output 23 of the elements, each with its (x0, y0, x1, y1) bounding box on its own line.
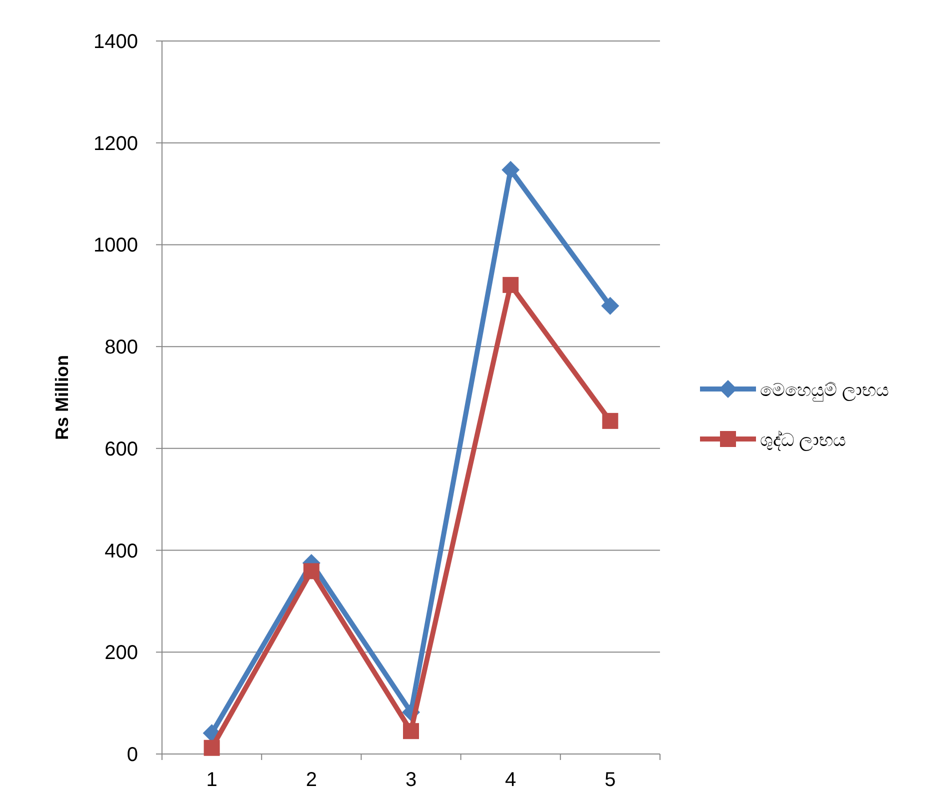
point (502, 160, 520, 179)
y-tick-label: 0 (126, 744, 138, 766)
y-tick-label: 1000 (94, 234, 138, 257)
x-tick-label: 2 (306, 769, 317, 791)
y-tick-label: 400 (104, 540, 138, 562)
x-tick-label: 3 (405, 769, 417, 791)
y-tick-label: 800 (104, 336, 138, 359)
point (204, 740, 220, 756)
x-tick-label: 4 (505, 769, 516, 791)
x-tick-label: 5 (604, 769, 616, 791)
y-tick-label: 1400 (94, 31, 138, 53)
point (403, 723, 419, 740)
legend-label: මෙහෙයුම් ලාභය (760, 380, 890, 401)
point (601, 296, 620, 315)
legend-label: ශුද්ධ ලාභය (760, 430, 846, 451)
x-tick-label: 1 (206, 769, 218, 791)
y-tick-label: 200 (104, 642, 138, 664)
y-tick-label: 600 (104, 438, 138, 460)
point (602, 412, 618, 429)
y-tick-label: 1200 (94, 132, 138, 155)
point (303, 563, 320, 580)
y-axis-title: Rs Million (52, 355, 72, 440)
point (502, 276, 519, 293)
